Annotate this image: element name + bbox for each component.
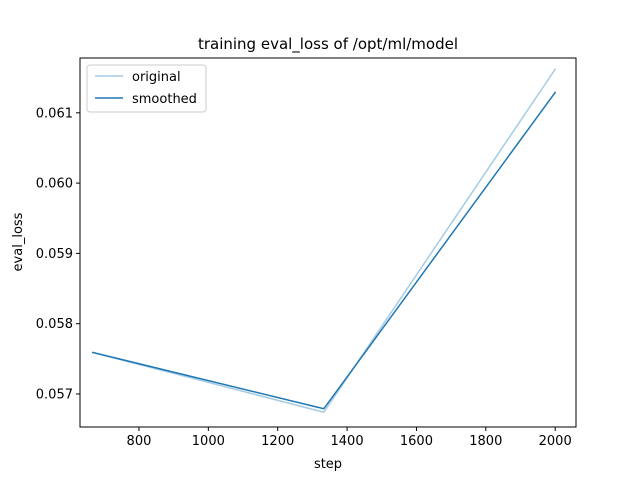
x-axis-label: step bbox=[314, 457, 342, 472]
y-tick-label: 0.061 bbox=[36, 106, 73, 121]
x-tick-label: 1600 bbox=[400, 434, 433, 449]
x-tick-label: 2000 bbox=[539, 434, 572, 449]
y-tick-label: 0.059 bbox=[36, 247, 73, 262]
x-tick-label: 1000 bbox=[192, 434, 225, 449]
y-axis: 0.057 0.058 0.059 0.060 0.061 bbox=[36, 106, 80, 402]
y-axis-label: eval_loss bbox=[11, 212, 26, 271]
x-axis: 800 1000 1200 1400 1600 1800 2000 bbox=[127, 427, 572, 449]
x-tick-label: 1800 bbox=[469, 434, 502, 449]
x-tick-label: 1400 bbox=[331, 434, 364, 449]
y-tick-label: 0.057 bbox=[36, 387, 73, 402]
plot-frame bbox=[79, 57, 577, 428]
legend: original smoothed bbox=[86, 64, 207, 113]
series-layer bbox=[91, 68, 557, 413]
y-tick-label: 0.060 bbox=[36, 177, 73, 192]
x-tick-label: 1200 bbox=[261, 434, 294, 449]
series-line-original bbox=[91, 68, 557, 413]
chart-title: training eval_loss of /opt/ml/model bbox=[198, 35, 458, 54]
legend-label-original: original bbox=[132, 70, 181, 85]
series-line-smoothed bbox=[91, 91, 557, 410]
x-tick-label: 800 bbox=[127, 434, 152, 449]
y-tick-label: 0.058 bbox=[36, 317, 73, 332]
legend-label-smoothed: smoothed bbox=[132, 92, 197, 107]
